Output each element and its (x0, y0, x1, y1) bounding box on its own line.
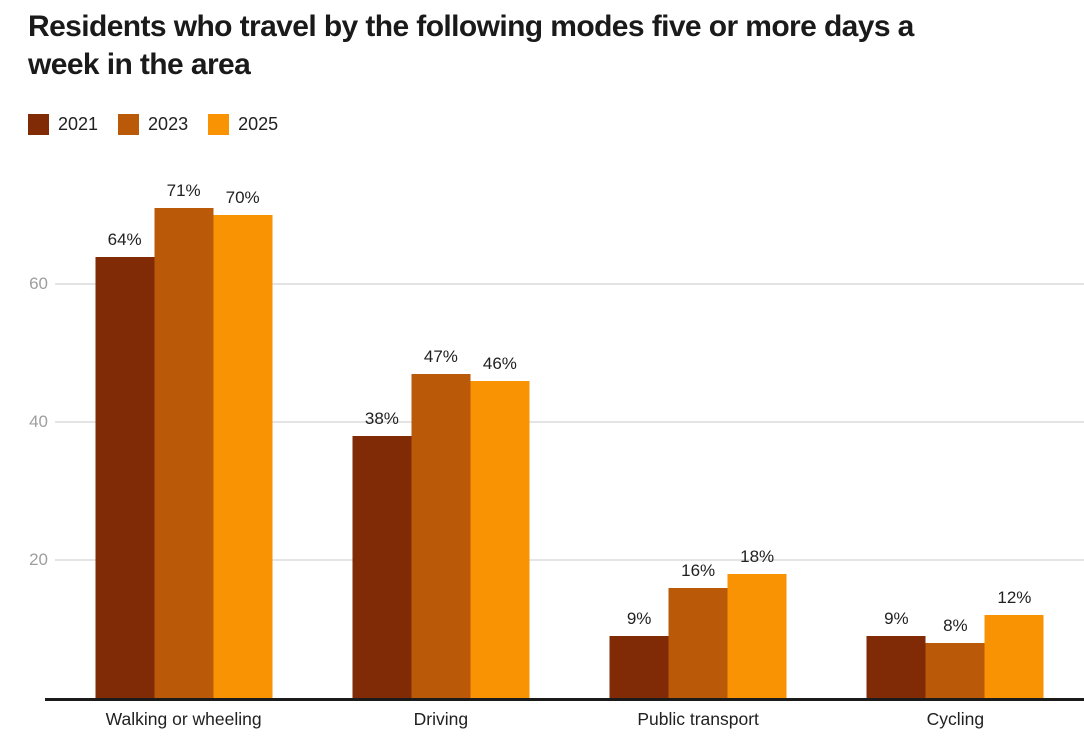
bar-value-label-public-transport-2021: 9% (626, 608, 652, 628)
bar-slot-public-transport-2023: 16% (668, 160, 728, 698)
bar-slot-public-transport-2021: 9% (609, 160, 669, 698)
bar-value-label-driving-2025: 46% (482, 353, 517, 373)
bars-driving: 38% 47% 46% (352, 160, 530, 698)
bar-driving-2025 (470, 380, 530, 698)
gridline-40 (55, 421, 1084, 424)
bar-slot-driving-2025: 46% (470, 160, 530, 698)
bar-group-cycling: 9% 8% 12% (827, 160, 1084, 698)
bar-value-label-cycling-2021: 9% (884, 608, 909, 628)
bars-walking-or-wheeling: 64% 71% 70% (95, 160, 273, 698)
legend-label-2025: 2025 (238, 114, 279, 134)
bar-walking-or-wheeling-2023 (154, 208, 214, 698)
y-axis: 20 40 60 (0, 160, 48, 698)
bar-value-label-public-transport-2023: 16% (681, 560, 716, 580)
bar-value-label-driving-2021: 38% (364, 408, 399, 428)
category-label-cycling: Cycling (926, 709, 985, 729)
bar-value-label-cycling-2025: 12% (997, 588, 1032, 608)
bar-walking-or-wheeling-2021 (95, 256, 155, 698)
bar-chart: 20 40 60 64% 71% 70% 38% 47% 46% 9% 16% 18% 9% 8% 12%… (0, 160, 1084, 735)
chart-title-line-1: Residents who travel by the following mo… (28, 10, 914, 43)
y-tick-label-20: 20 (29, 550, 48, 570)
legend-swatch-2023 (118, 114, 140, 135)
bar-slot-cycling-2023: 8% (925, 160, 985, 698)
y-tick-label-60: 60 (29, 274, 48, 294)
bar-slot-walking-or-wheeling-2023: 71% (154, 160, 214, 698)
bar-value-label-walking-or-wheeling-2023: 71% (166, 181, 201, 201)
chart-title: Residents who travel by the following mo… (28, 8, 914, 84)
gridline-20 (55, 559, 1084, 562)
bars-cycling: 9% 8% 12% (866, 160, 1044, 698)
bar-group-public-transport: 9% 16% 18% (570, 160, 827, 698)
bar-public-transport-2021 (609, 635, 669, 698)
y-tick-label-40: 40 (29, 412, 48, 432)
bar-slot-walking-or-wheeling-2025: 70% (213, 160, 273, 698)
bar-group-walking-or-wheeling: 64% 71% 70% (55, 160, 312, 698)
bar-value-label-cycling-2023: 8% (943, 615, 968, 635)
bar-slot-public-transport-2025: 18% (727, 160, 787, 698)
bar-group-driving: 38% 47% 46% (312, 160, 569, 698)
legend-item-2023: 2023 (118, 114, 188, 135)
legend-swatch-2025 (208, 114, 230, 135)
legend: 2021 2023 2025 (28, 114, 278, 135)
bar-slot-cycling-2021: 9% (866, 160, 926, 698)
category-label-driving: Driving (413, 709, 469, 729)
category-label-walking-or-wheeling: Walking or wheeling (105, 709, 262, 729)
bar-slot-driving-2023: 47% (411, 160, 471, 698)
bars-public-transport: 9% 16% 18% (609, 160, 787, 698)
bar-cycling-2023 (925, 642, 985, 698)
legend-swatch-2021 (28, 114, 49, 135)
legend-label-2023: 2023 (148, 114, 189, 134)
bar-slot-driving-2021: 38% (352, 160, 412, 698)
bar-public-transport-2023 (668, 587, 728, 698)
bar-driving-2023 (411, 373, 471, 698)
bar-walking-or-wheeling-2025 (213, 215, 273, 698)
bar-driving-2021 (352, 435, 412, 698)
bar-value-label-walking-or-wheeling-2021: 64% (107, 229, 142, 249)
bar-value-label-walking-or-wheeling-2025: 70% (225, 188, 260, 208)
x-axis-labels: Walking or wheeling Driving Public transpo… (55, 709, 1084, 730)
category-label-public-transport: Public transport (637, 709, 759, 729)
bar-slot-walking-or-wheeling-2021: 64% (95, 160, 155, 698)
bar-value-label-driving-2023: 47% (423, 346, 458, 366)
bar-cycling-2021 (866, 635, 926, 698)
legend-label-2021: 2021 (58, 114, 99, 134)
x-axis-line (45, 698, 1084, 701)
legend-item-2025: 2025 (208, 114, 278, 135)
bar-value-label-public-transport-2025: 18% (740, 546, 775, 566)
bar-slot-cycling-2025: 12% (984, 160, 1044, 698)
gridline-60 (55, 283, 1084, 286)
legend-item-2021: 2021 (28, 114, 98, 135)
plot-area: 64% 71% 70% 38% 47% 46% 9% 16% 18% 9% 8% 12% (55, 160, 1084, 698)
chart-title-line-2: week in the area (28, 48, 251, 81)
bar-cycling-2025 (984, 615, 1044, 698)
bar-public-transport-2025 (727, 573, 787, 698)
